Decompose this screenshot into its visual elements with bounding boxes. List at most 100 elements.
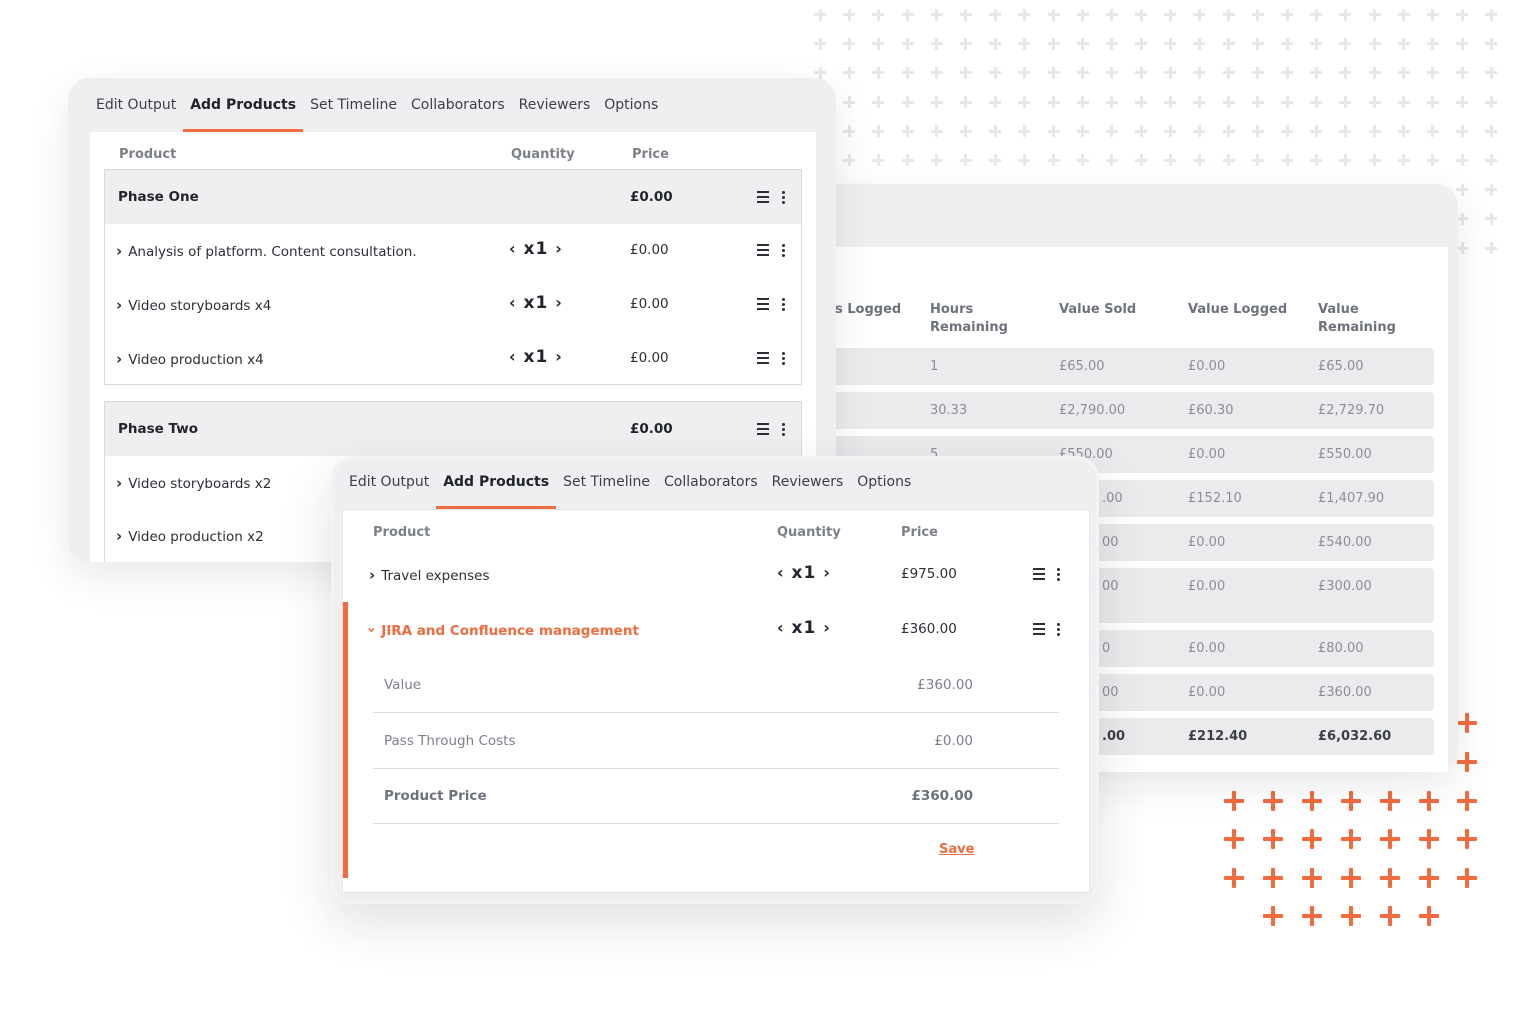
plus-decoration-icon <box>1302 868 1322 888</box>
plus-decoration-icon <box>1302 791 1322 811</box>
decrement-icon[interactable]: ‹ <box>509 239 517 258</box>
chevron-down-icon: › <box>363 626 382 634</box>
tab-options[interactable]: Options <box>604 97 659 113</box>
plus-decoration-icon <box>1272 117 1301 146</box>
plus-decoration-icon <box>1380 868 1400 888</box>
plus-decoration-icon <box>951 0 980 29</box>
quantity-stepper[interactable]: ‹ x1 › <box>777 563 831 583</box>
phase-title: Phase One <box>118 189 199 205</box>
increment-icon[interactable]: › <box>823 563 831 582</box>
list-item[interactable]: › Video storyboards x4 ‹ x1 › £0.00 <box>105 278 801 332</box>
list-menu-icon[interactable] <box>757 244 771 256</box>
plus-decoration-icon <box>893 117 922 146</box>
decrement-icon[interactable]: ‹ <box>777 618 785 637</box>
cell-hours-remaining: 30.33 <box>930 403 968 418</box>
plus-decoration-icon <box>1155 29 1184 58</box>
increment-icon[interactable]: › <box>555 293 563 312</box>
increment-icon[interactable]: › <box>555 347 563 366</box>
plus-decoration-icon <box>1184 29 1213 58</box>
quantity-stepper[interactable]: ‹ x1 › <box>509 239 563 259</box>
list-item[interactable]: › Video production x2 <box>105 510 801 562</box>
plus-decoration-icon <box>1272 146 1301 175</box>
cell-hours-remaining: 5 <box>930 447 939 462</box>
plus-decoration-icon <box>1330 58 1359 87</box>
phase-two-header[interactable]: Phase Two £0.00 <box>105 402 801 456</box>
quantity-stepper[interactable]: ‹ x1 › <box>777 618 831 638</box>
detail-value: £0.00 <box>934 733 973 749</box>
phase-one-header[interactable]: Phase One £0.00 <box>105 170 801 224</box>
chevron-right-icon: › <box>116 242 123 260</box>
more-vertical-icon[interactable] <box>1057 568 1061 581</box>
header-price: Price <box>632 147 669 162</box>
list-menu-icon[interactable] <box>757 191 771 203</box>
tab-add-products[interactable]: Add Products <box>183 78 303 132</box>
plus-decoration-icon <box>1243 29 1272 58</box>
plus-decoration-icon <box>1184 146 1213 175</box>
tab-add-products[interactable]: Add Products <box>436 455 556 509</box>
plus-decoration-icon <box>1360 0 1389 29</box>
decrement-icon[interactable]: ‹ <box>509 293 517 312</box>
plus-decoration-icon <box>951 88 980 117</box>
plus-decoration-icon <box>893 0 922 29</box>
plus-decoration-icon <box>1360 146 1389 175</box>
list-menu-icon[interactable] <box>757 352 771 364</box>
quantity-stepper[interactable]: ‹ x1 › <box>509 293 563 313</box>
plus-decoration-icon <box>1360 88 1389 117</box>
plus-decoration-icon <box>1272 58 1301 87</box>
more-vertical-icon[interactable] <box>782 298 786 311</box>
tab-collaborators[interactable]: Collaborators <box>664 474 758 490</box>
list-menu-icon[interactable] <box>1033 568 1047 580</box>
cell-value-remaining: £1,407.90 <box>1318 491 1385 506</box>
tab-set-timeline[interactable]: Set Timeline <box>310 97 398 113</box>
tab-bar: Edit Output Add Products Set Timeline Co… <box>89 78 665 132</box>
list-item-expanded[interactable]: ›JIRA and Confluence management ‹ x1 › £… <box>343 602 1089 656</box>
more-vertical-icon[interactable] <box>1057 623 1061 636</box>
plus-decoration-icon <box>1476 146 1505 175</box>
tab-reviewers[interactable]: Reviewers <box>518 97 591 113</box>
tab-set-timeline[interactable]: Set Timeline <box>563 474 651 490</box>
plus-decoration-icon <box>1476 29 1505 58</box>
detail-pass-through-row: Pass Through Costs £0.00 <box>373 714 1059 769</box>
plus-decoration-icon <box>1039 58 1068 87</box>
plus-decoration-icon <box>1330 0 1359 29</box>
plus-decoration-icon <box>1097 58 1126 87</box>
increment-icon[interactable]: › <box>823 618 831 637</box>
plus-decoration-icon <box>1330 146 1359 175</box>
tab-options[interactable]: Options <box>857 474 912 490</box>
decrement-icon[interactable]: ‹ <box>777 563 785 582</box>
save-button[interactable]: Save <box>939 842 975 857</box>
plus-decoration-icon <box>805 29 834 58</box>
list-item[interactable]: › Video storyboards x2 <box>105 456 801 510</box>
product-name: JIRA and Confluence management <box>381 623 639 639</box>
plus-decoration-icon <box>863 0 892 29</box>
plus-decoration-icon <box>1214 58 1243 87</box>
plus-decoration-icon <box>1389 29 1418 58</box>
list-menu-icon[interactable] <box>1033 623 1047 635</box>
tab-edit-output[interactable]: Edit Output <box>349 474 430 490</box>
cell-value-logged: £152.10 <box>1188 491 1242 506</box>
plus-decoration-icon <box>1039 146 1068 175</box>
plus-decoration-icon <box>1009 29 1038 58</box>
list-item[interactable]: › Video production x4 ‹ x1 › £0.00 <box>105 332 801 386</box>
tab-reviewers[interactable]: Reviewers <box>771 474 844 490</box>
plus-decoration-icon <box>1263 829 1283 849</box>
plus-decoration-icon <box>1301 117 1330 146</box>
table-row: 1 £65.00 £0.00 £65.00 <box>800 348 1434 385</box>
decrement-icon[interactable]: ‹ <box>509 347 517 366</box>
tab-collaborators[interactable]: Collaborators <box>411 97 505 113</box>
more-vertical-icon[interactable] <box>782 191 786 204</box>
list-menu-icon[interactable] <box>757 423 771 435</box>
cell-value-remaining: £2,729.70 <box>1318 403 1385 418</box>
plus-decoration-icon <box>1330 29 1359 58</box>
list-item[interactable]: › Travel expenses ‹ x1 › £975.00 <box>343 548 1089 600</box>
increment-icon[interactable]: › <box>555 239 563 258</box>
tab-edit-output[interactable]: Edit Output <box>96 97 177 113</box>
plus-decoration-icon <box>1418 0 1447 29</box>
list-item[interactable]: › Analysis of platform. Content consultat… <box>105 224 801 278</box>
quantity-stepper[interactable]: ‹ x1 › <box>509 347 563 367</box>
more-vertical-icon[interactable] <box>782 352 786 365</box>
more-vertical-icon[interactable] <box>782 244 786 257</box>
list-menu-icon[interactable] <box>757 298 771 310</box>
plus-decoration-icon <box>1184 88 1213 117</box>
more-vertical-icon[interactable] <box>782 423 786 436</box>
